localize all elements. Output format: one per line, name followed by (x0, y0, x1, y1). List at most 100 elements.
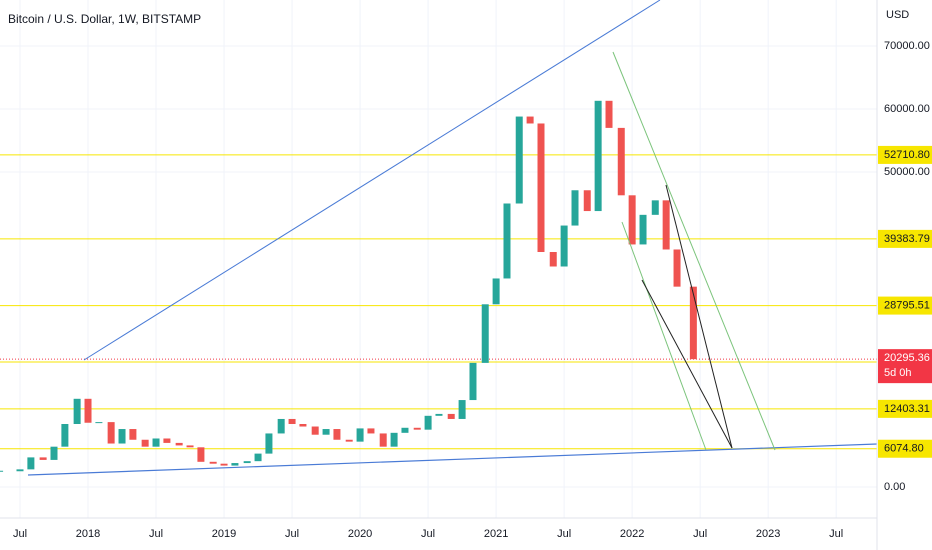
level-tag (878, 439, 932, 458)
candle (458, 400, 466, 419)
candle (515, 116, 523, 204)
candle (617, 127, 625, 196)
candle (333, 429, 341, 440)
axes: 0.00 50000.00 60000.00 70000.00 Jul 2018 Jul 20… (13, 40, 932, 540)
candle (197, 447, 205, 462)
candle (628, 195, 636, 245)
candle (16, 469, 24, 472)
candle (209, 461, 217, 464)
candle (537, 123, 545, 253)
trend-line (27, 443, 878, 476)
candle (299, 424, 307, 427)
candle (447, 413, 455, 419)
x-tick-label: Jul (557, 528, 571, 540)
x-tick-label: Jul (421, 528, 435, 540)
candle (265, 433, 273, 454)
candle (107, 422, 115, 444)
candle (379, 433, 387, 447)
candle (469, 362, 477, 401)
x-tick-label: Jul (285, 528, 299, 540)
level-tag (878, 296, 932, 315)
wedge-line (665, 184, 733, 449)
candle (220, 463, 228, 466)
x-tick-label: 2022 (620, 528, 644, 540)
last-price-tag (878, 349, 932, 384)
x-tick-label: 2020 (348, 528, 372, 540)
candle (345, 439, 353, 442)
channel-line (612, 51, 776, 451)
candle (605, 100, 613, 128)
level-tag-label: 28795.51 (884, 299, 930, 311)
candle (277, 418, 285, 434)
level-tag-label: 6074.80 (884, 443, 924, 455)
candle (424, 415, 432, 430)
candle (651, 200, 659, 215)
candle (549, 252, 557, 267)
candle (311, 426, 319, 435)
candle (689, 286, 697, 360)
channel-line (621, 221, 707, 451)
candle (356, 428, 364, 442)
candle (481, 304, 489, 363)
candle (254, 453, 262, 462)
candle (141, 439, 149, 447)
y-tick-label: 60000.00 (884, 103, 930, 115)
countdown-label: 5d 0h (884, 367, 912, 379)
candle (662, 200, 670, 250)
candle (118, 429, 126, 444)
x-tick-label: 2018 (76, 528, 100, 540)
candle (39, 457, 47, 460)
candle (73, 398, 81, 425)
candle (129, 429, 137, 440)
level-tag (878, 145, 932, 164)
candle (231, 463, 239, 466)
candle (84, 398, 92, 423)
candle (503, 203, 511, 279)
currency-label: USD (886, 9, 909, 21)
candle (152, 438, 160, 447)
level-tag-label: 52710.80 (884, 149, 930, 161)
candle (243, 461, 251, 464)
x-tick-label: 2021 (484, 528, 508, 540)
candle (367, 428, 375, 434)
candle (163, 438, 171, 443)
candle (61, 424, 69, 447)
x-tick-label: 2019 (212, 528, 236, 540)
candle (560, 225, 568, 267)
candle (571, 190, 579, 226)
candle (401, 427, 409, 433)
x-tick-label: 2023 (756, 528, 780, 540)
levels (0, 154, 877, 450)
x-tick-label: Jul (13, 528, 27, 540)
candle (95, 422, 103, 424)
wedge-line (641, 279, 733, 449)
candle (50, 446, 58, 460)
trend-line (83, 0, 661, 361)
candle (322, 429, 330, 435)
y-tick-label: 70000.00 (884, 40, 930, 52)
level-tag (878, 399, 932, 418)
candle (526, 116, 534, 124)
candle (288, 418, 296, 425)
level-tag-label: 39383.79 (884, 233, 930, 245)
level-tag (878, 229, 932, 248)
level-tag-label: 12403.31 (884, 403, 930, 415)
candles (0, 100, 697, 472)
candle (175, 442, 183, 446)
candle (583, 190, 591, 212)
candle (639, 214, 647, 245)
x-tick-label: Jul (693, 528, 707, 540)
candle (673, 249, 681, 287)
candle (413, 427, 421, 430)
y-tick-label: 50000.00 (884, 166, 930, 178)
candle (594, 100, 602, 212)
candle (435, 413, 443, 416)
x-tick-label: Jul (829, 528, 843, 540)
candle (492, 278, 500, 305)
last-price-label: 20295.36 (884, 352, 930, 364)
candle (186, 445, 194, 448)
candle (27, 457, 35, 470)
y-tick-label: 0.00 (884, 481, 905, 493)
